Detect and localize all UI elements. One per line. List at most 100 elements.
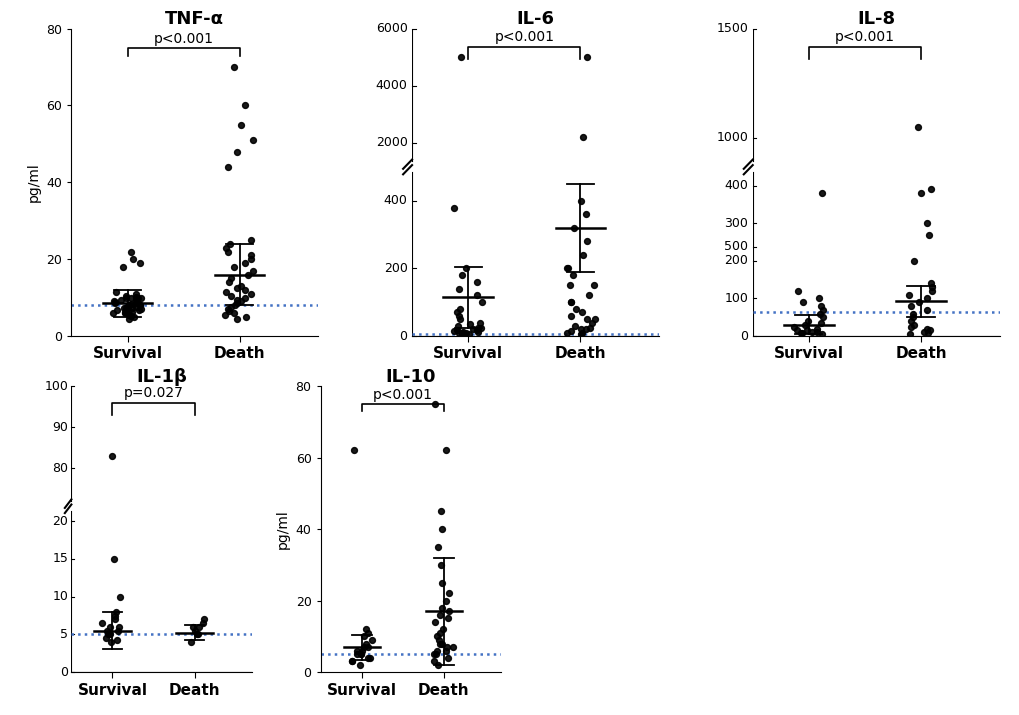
Point <box>362 652 378 664</box>
Point <box>448 307 465 318</box>
Point <box>358 623 374 635</box>
Point <box>132 299 149 310</box>
Point <box>435 623 451 635</box>
Point <box>219 246 235 257</box>
Point <box>458 327 474 338</box>
Point <box>445 325 462 337</box>
Point <box>229 146 246 157</box>
Point <box>917 304 933 315</box>
Point <box>101 628 117 640</box>
Point <box>127 297 144 308</box>
Point <box>237 99 254 111</box>
Point <box>120 313 137 325</box>
Point <box>469 276 485 287</box>
Point <box>116 302 132 314</box>
Point <box>577 209 593 220</box>
Point <box>434 523 450 535</box>
Point <box>918 217 934 229</box>
Point <box>808 327 824 338</box>
Point <box>229 294 246 305</box>
Point <box>426 656 442 667</box>
Point <box>564 270 580 281</box>
Point <box>222 302 238 313</box>
Point <box>452 51 469 63</box>
Point <box>120 309 137 320</box>
Text: 6000: 6000 <box>375 22 408 35</box>
Point <box>190 628 206 640</box>
Point <box>465 324 481 335</box>
Point <box>343 656 360 667</box>
Point <box>353 649 369 660</box>
Point <box>243 250 259 261</box>
Point <box>428 631 444 642</box>
Point <box>919 327 935 339</box>
Point <box>812 317 828 329</box>
Point <box>578 313 594 325</box>
Point <box>108 286 124 297</box>
Point <box>905 319 921 330</box>
Point <box>217 309 233 320</box>
Point <box>426 616 442 628</box>
Point <box>579 236 595 247</box>
Point <box>353 649 369 660</box>
Point <box>112 294 128 305</box>
Point <box>229 313 246 325</box>
Point <box>455 329 472 340</box>
Point <box>437 645 453 656</box>
Point <box>123 302 140 314</box>
Point <box>559 262 576 274</box>
Text: p<0.001: p<0.001 <box>835 30 894 44</box>
Point <box>354 645 370 656</box>
Point <box>103 636 119 648</box>
Point <box>579 51 595 63</box>
Point <box>348 645 365 656</box>
Point <box>439 652 455 664</box>
Point <box>469 324 485 335</box>
Point <box>923 285 940 297</box>
Point <box>123 307 140 318</box>
Point <box>130 292 147 304</box>
Point <box>451 303 468 315</box>
Y-axis label: pg/ml: pg/ml <box>26 162 41 202</box>
Point <box>219 303 235 315</box>
Point <box>562 297 579 308</box>
Point <box>433 559 449 571</box>
Point <box>574 327 590 339</box>
Point <box>243 288 259 300</box>
Point <box>227 300 244 311</box>
Point <box>360 627 376 638</box>
Point <box>182 636 199 648</box>
Point <box>786 321 802 332</box>
Text: 1000: 1000 <box>715 131 748 144</box>
Point <box>356 631 372 642</box>
Point <box>343 656 360 667</box>
Point <box>433 638 449 649</box>
Point <box>568 303 584 315</box>
Point <box>245 134 261 146</box>
Point <box>429 541 445 553</box>
Point <box>439 613 455 624</box>
Point <box>920 229 936 240</box>
Point <box>470 326 486 337</box>
Point <box>900 289 916 300</box>
Point <box>450 283 467 295</box>
Point <box>130 304 147 315</box>
Point <box>909 121 925 132</box>
Point <box>99 625 115 636</box>
Point <box>427 398 443 410</box>
Point <box>105 307 121 318</box>
Point <box>229 282 246 294</box>
Point <box>451 313 468 325</box>
Point <box>131 299 148 310</box>
Text: p<0.001: p<0.001 <box>494 30 553 44</box>
Point <box>217 286 233 297</box>
Point <box>453 327 470 339</box>
Point <box>431 627 447 638</box>
Point <box>100 628 116 640</box>
Point <box>220 161 236 172</box>
Point <box>433 577 449 588</box>
Point <box>221 277 237 288</box>
Point <box>107 297 123 309</box>
Point <box>445 202 462 213</box>
Point <box>921 325 937 336</box>
